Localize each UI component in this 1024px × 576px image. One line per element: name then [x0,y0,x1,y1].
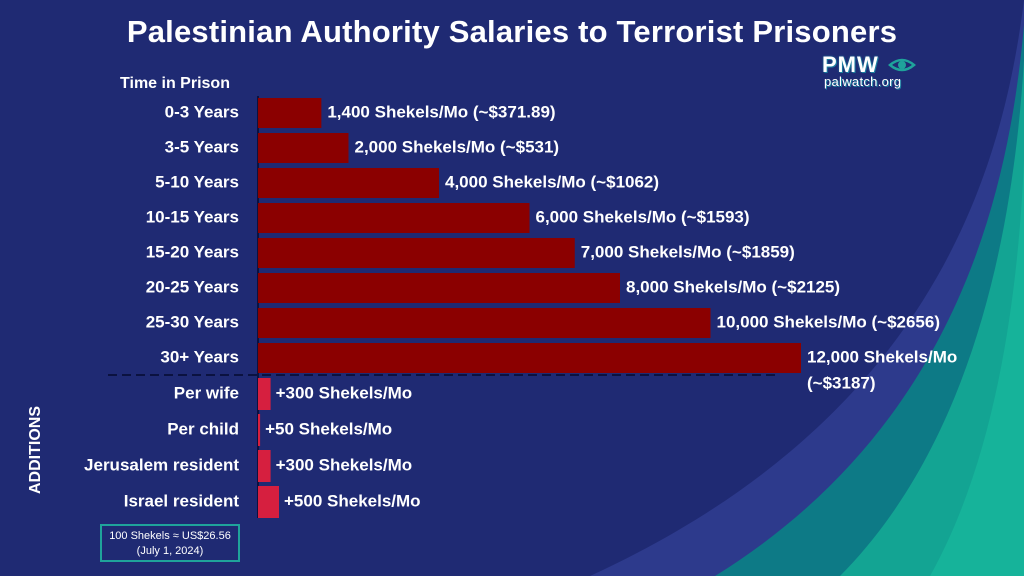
exchange-rate-date: (July 1, 2024) [136,545,204,557]
category-label: 3-5 Years [165,137,239,156]
salary-bar [258,203,530,233]
salary-bar [258,273,620,303]
category-label: 10-15 Years [146,207,239,226]
category-label: 5-10 Years [155,172,239,191]
data-label: 12,000 Shekels/Mo [807,347,957,366]
pmw-logo: PMW palwatch.org [822,52,922,92]
addition-bar [258,378,271,410]
salary-bar [258,98,322,128]
salary-bar [258,168,439,198]
logo-text: PMW [822,52,879,77]
salary-bar [258,308,711,338]
data-label: 10,000 Shekels/Mo (~$2656) [717,312,941,331]
category-label: 15-20 Years [146,242,239,261]
category-label: 0-3 Years [165,102,239,121]
addition-bar [258,486,279,518]
addition-category-label: Jerusalem resident [84,455,239,474]
data-label: (~$3187) [807,373,876,392]
addition-data-label: +300 Shekels/Mo [276,383,413,402]
addition-data-label: +500 Shekels/Mo [284,491,421,510]
data-label: 2,000 Shekels/Mo (~$531) [355,137,560,156]
salary-bar [258,238,575,268]
addition-category-label: Per child [167,419,239,438]
addition-category-label: Per wife [174,383,239,402]
eye-icon [888,58,916,72]
category-label: 30+ Years [160,347,239,366]
data-label: 8,000 Shekels/Mo (~$2125) [626,277,840,296]
category-label: 20-25 Years [146,277,239,296]
addition-category-label: Israel resident [124,491,240,510]
section-label-time-in-prison: Time in Prison [120,75,230,92]
addition-data-label: +50 Shekels/Mo [265,419,392,438]
section-label-additions: ADDITIONS [27,406,44,494]
addition-data-label: +300 Shekels/Mo [276,455,413,474]
salary-bar [258,343,801,373]
salary-bar [258,133,349,163]
exchange-rate-line: 100 Shekels ≈ US$26.56 [109,530,231,542]
data-label: 4,000 Shekels/Mo (~$1062) [445,172,659,191]
addition-bar [258,450,271,482]
data-label: 6,000 Shekels/Mo (~$1593) [536,207,750,226]
addition-bar [258,414,261,446]
category-label: 25-30 Years [146,312,239,331]
data-label: 1,400 Shekels/Mo (~$371.89) [327,102,555,121]
exchange-rate-note: 100 Shekels ≈ US$26.56 (July 1, 2024) [100,524,240,562]
logo-subtext: palwatch.org [824,74,902,89]
data-label: 7,000 Shekels/Mo (~$1859) [581,242,795,261]
chart-title: Palestinian Authority Salaries to Terror… [126,14,898,49]
